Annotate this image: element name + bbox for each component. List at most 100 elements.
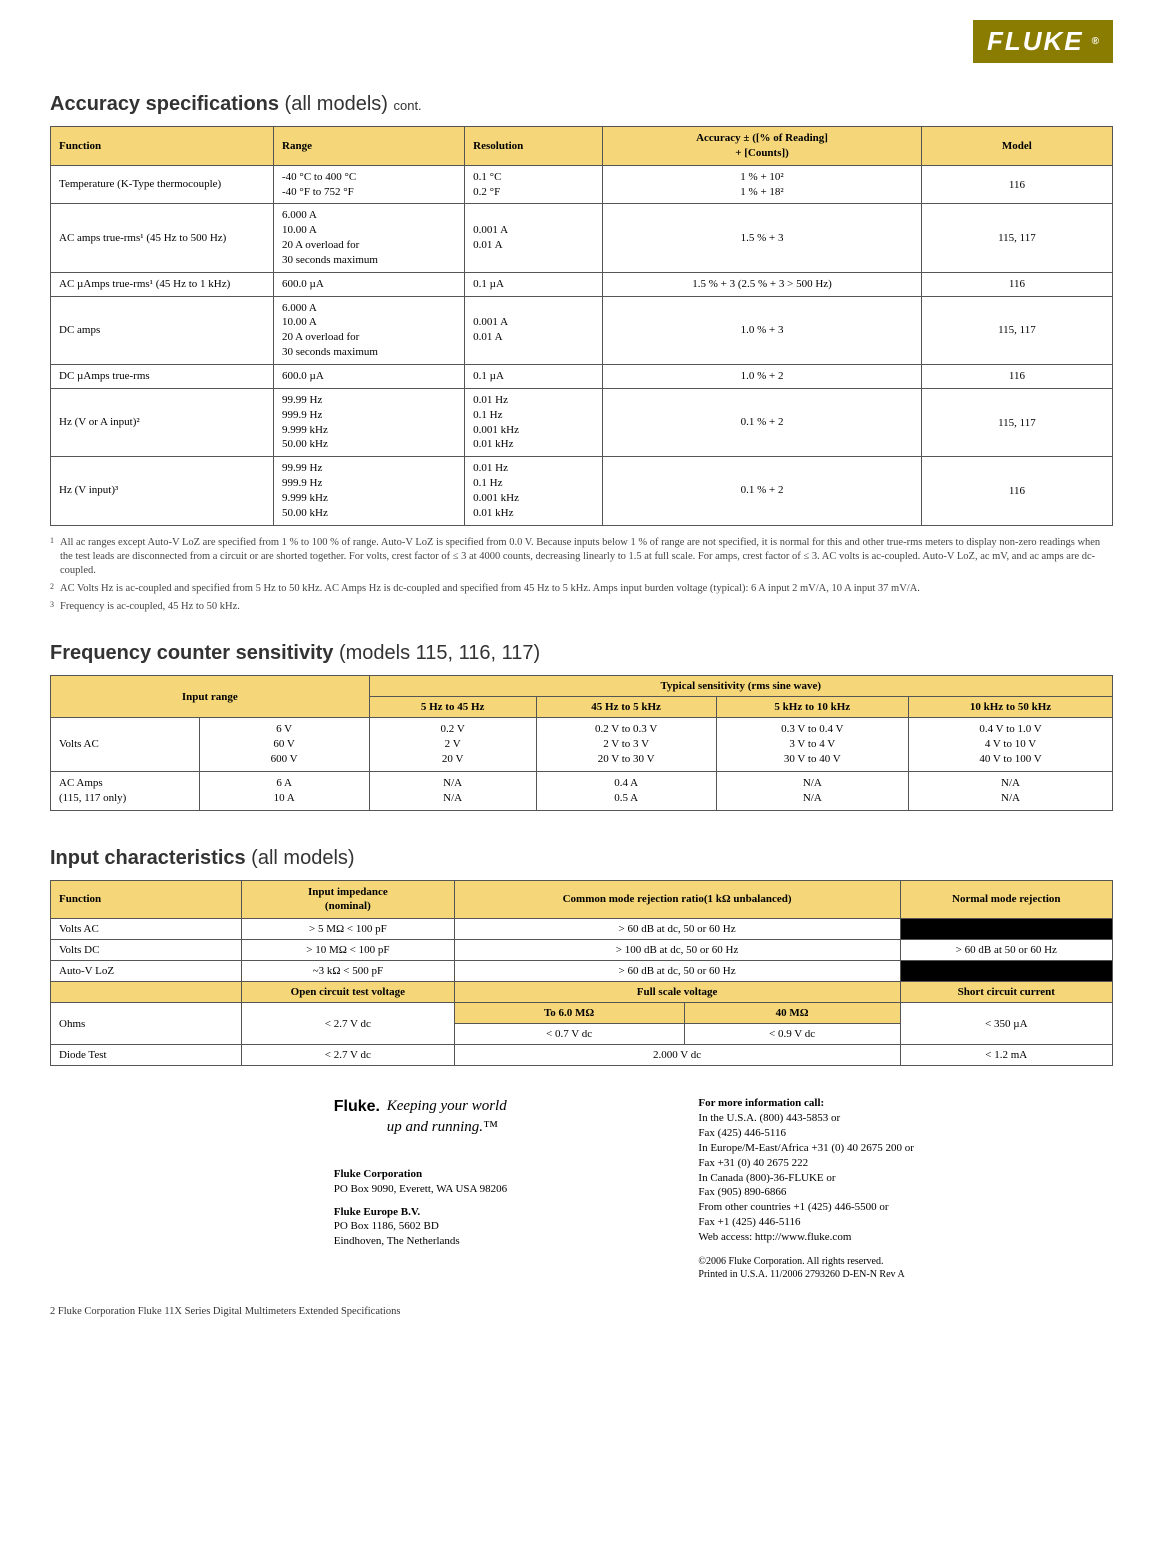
accuracy-table: Function Range Resolution Accuracy ± ([%… [50, 126, 1113, 526]
cell-acc: 1.5 % + 3 (2.5 % + 3 > 500 Hz) [603, 272, 922, 296]
table-row: AC Amps (115, 117 only)6 A 10 AN/A N/A0.… [51, 771, 1113, 810]
row-volts-dc: Volts DC > 10 MΩ < 100 pF > 100 dB at dc… [51, 940, 1113, 961]
cell: N/A N/A [716, 771, 909, 810]
th-accuracy: Accuracy ± ([% of Reading] + [Counts]) [603, 127, 922, 166]
cell-range: 6.000 A 10.00 A 20 A overload for 30 sec… [274, 204, 465, 272]
th-input-range: Input range [51, 676, 370, 718]
th-typ-sens: Typical sensitivity (rms sine wave) [369, 676, 1112, 697]
th-scc: Short circuit current [900, 982, 1112, 1003]
cell: < 0.7 V dc [454, 1024, 684, 1045]
cell-range: 600.0 µA [274, 364, 465, 388]
section-accuracy-title: Accuracy specifications (all models) con… [50, 93, 1113, 116]
th-c0: 5 Hz to 45 Hz [369, 697, 536, 718]
cell: Diode Test [51, 1045, 242, 1066]
cell-func: Hz (V input)³ [51, 457, 274, 525]
cell: 6 A 10 A [199, 771, 369, 810]
cell-func: Hz (V or A input)² [51, 388, 274, 456]
title-strong: Accuracy specifications [50, 93, 279, 115]
cell: < 2.7 V dc [242, 1003, 454, 1045]
cell: AC Amps (115, 117 only) [51, 771, 200, 810]
cell-range: 99.99 Hz 999.9 Hz 9.999 kHz 50.00 kHz [274, 388, 465, 456]
cell-model: 115, 117 [921, 204, 1112, 272]
cell-model: 116 [921, 364, 1112, 388]
cell: To 6.0 MΩ [454, 1003, 684, 1024]
cell-acc: 1 % + 10² 1 % + 18² [603, 165, 922, 204]
footer-col-brand: Fluke. Keeping your world up and running… [322, 1096, 687, 1281]
footer-tagline: Keeping your world up and running.™ [387, 1096, 507, 1137]
cell-func: DC amps [51, 296, 274, 364]
info-body: In the U.S.A. (800) 443-5853 or Fax (425… [698, 1112, 913, 1243]
cell-model: 115, 117 [921, 296, 1112, 364]
cell: > 5 MΩ < 100 pF [242, 919, 454, 940]
cell: > 60 dB at 50 or 60 Hz [900, 940, 1112, 961]
cell-res: 0.1 µA [465, 364, 603, 388]
th-func: Function [51, 880, 242, 919]
table-row: AC amps true-rms¹ (45 Hz to 500 Hz)6.000… [51, 204, 1113, 272]
brand-name: FLUKE [987, 26, 1084, 57]
cell-res: 0.001 A 0.01 A [465, 204, 603, 272]
fn3-sup: 3 [50, 600, 54, 614]
cell: 0.3 V to 0.4 V 3 V to 4 V 30 V to 40 V [716, 718, 909, 772]
corp-addr: PO Box 9090, Everett, WA USA 98206 [334, 1183, 507, 1195]
cell-acc: 0.1 % + 2 [603, 457, 922, 525]
th-resolution: Resolution [465, 127, 603, 166]
table-row: Hz (V or A input)²99.99 Hz 999.9 Hz 9.99… [51, 388, 1113, 456]
cell-res: 0.1 °C 0.2 °F [465, 165, 603, 204]
cell-model: 116 [921, 272, 1112, 296]
cell: 0.4 A 0.5 A [536, 771, 716, 810]
fn2: AC Volts Hz is ac-coupled and specified … [60, 582, 920, 596]
cell-model: 116 [921, 457, 1112, 525]
cell-func: AC µAmps true-rms¹ (45 Hz to 1 kHz) [51, 272, 274, 296]
cell: Ohms [51, 1003, 242, 1045]
table-row: Volts AC6 V 60 V 600 V0.2 V 2 V 20 V0.2 … [51, 718, 1113, 772]
th-c1: 45 Hz to 5 kHz [536, 697, 716, 718]
row-diode: Diode Test < 2.7 V dc 2.000 V dc < 1.2 m… [51, 1045, 1113, 1066]
footer-brand: Fluke. [334, 1098, 380, 1115]
eu-addr: PO Box 1186, 5602 BD Eindhoven, The Neth… [334, 1220, 460, 1247]
page-footer: 2 Fluke Corporation Fluke 11X Series Dig… [50, 1306, 1113, 1317]
footer-col-info: For more information call: In the U.S.A.… [686, 1096, 1113, 1281]
cell-acc: 1.5 % + 3 [603, 204, 922, 272]
brand-logo-wrap: FLUKE ® [50, 20, 1113, 63]
info-head: For more information call: [698, 1097, 824, 1109]
cell-res: 0.1 µA [465, 272, 603, 296]
cell: 40 MΩ [684, 1003, 900, 1024]
cell: Volts DC [51, 940, 242, 961]
cell: N/A N/A [369, 771, 536, 810]
cell-acc: 1.0 % + 2 [603, 364, 922, 388]
cell-res: 0.001 A 0.01 A [465, 296, 603, 364]
cell: > 60 dB at dc, 50 or 60 Hz [454, 961, 900, 982]
th-fsv: Full scale voltage [454, 982, 900, 1003]
cell-func: DC µAmps true-rms [51, 364, 274, 388]
cell: N/A N/A [909, 771, 1113, 810]
th-c2: 5 kHz to 10 kHz [716, 697, 909, 718]
cell: 6 V 60 V 600 V [199, 718, 369, 772]
cell: 0.2 V 2 V 20 V [369, 718, 536, 772]
th-c3: 10 kHz to 50 kHz [909, 697, 1113, 718]
cell: < 0.9 V dc [684, 1024, 900, 1045]
fn3: Frequency is ac-coupled, 45 Hz to 50 kHz… [60, 600, 240, 614]
th-model: Model [921, 127, 1112, 166]
cell-range: 6.000 A 10.00 A 20 A overload for 30 sec… [274, 296, 465, 364]
cell-black [900, 919, 1112, 940]
cell-black [900, 961, 1112, 982]
fn2-sup: 2 [50, 582, 54, 596]
th-range: Range [274, 127, 465, 166]
fn1: All ac ranges except Auto-V LoZ are spec… [60, 536, 1113, 579]
th-imp: Input impedance (nominal) [242, 880, 454, 919]
cell: ~3 kΩ < 500 pF [242, 961, 454, 982]
freq-table: Input range Typical sensitivity (rms sin… [50, 675, 1113, 810]
row-autovloz: Auto-V LoZ ~3 kΩ < 500 pF > 60 dB at dc,… [51, 961, 1113, 982]
title-strong: Input characteristics [50, 847, 246, 869]
cell: > 100 dB at dc, 50 or 60 Hz [454, 940, 900, 961]
footnotes: 1All ac ranges except Auto-V LoZ are spe… [50, 536, 1113, 615]
footer-columns: Fluke. Keeping your world up and running… [50, 1096, 1113, 1281]
section-input-title: Input characteristics (all models) [50, 847, 1113, 870]
row-ohms-1: Ohms < 2.7 V dc To 6.0 MΩ 40 MΩ < 350 µA [51, 1003, 1113, 1024]
cell-range: 600.0 µA [274, 272, 465, 296]
table-row: Temperature (K-Type thermocouple)-40 °C … [51, 165, 1113, 204]
cell-func: AC amps true-rms¹ (45 Hz to 500 Hz) [51, 204, 274, 272]
fn1-sup: 1 [50, 536, 54, 579]
cell: < 2.7 V dc [242, 1045, 454, 1066]
cell: > 60 dB at dc, 50 or 60 Hz [454, 919, 900, 940]
